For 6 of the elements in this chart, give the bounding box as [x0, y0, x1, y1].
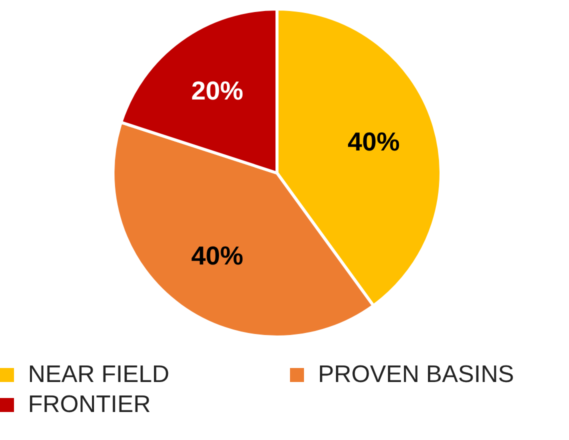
data-label: 20% [191, 76, 244, 106]
legend-label: PROVEN BASINS [318, 360, 514, 390]
data-label: 40% [348, 126, 400, 157]
data-label: 40% [191, 240, 244, 270]
legend-label: FRONTIER [28, 390, 151, 420]
legend-label: NEAR FIELD [28, 360, 170, 390]
